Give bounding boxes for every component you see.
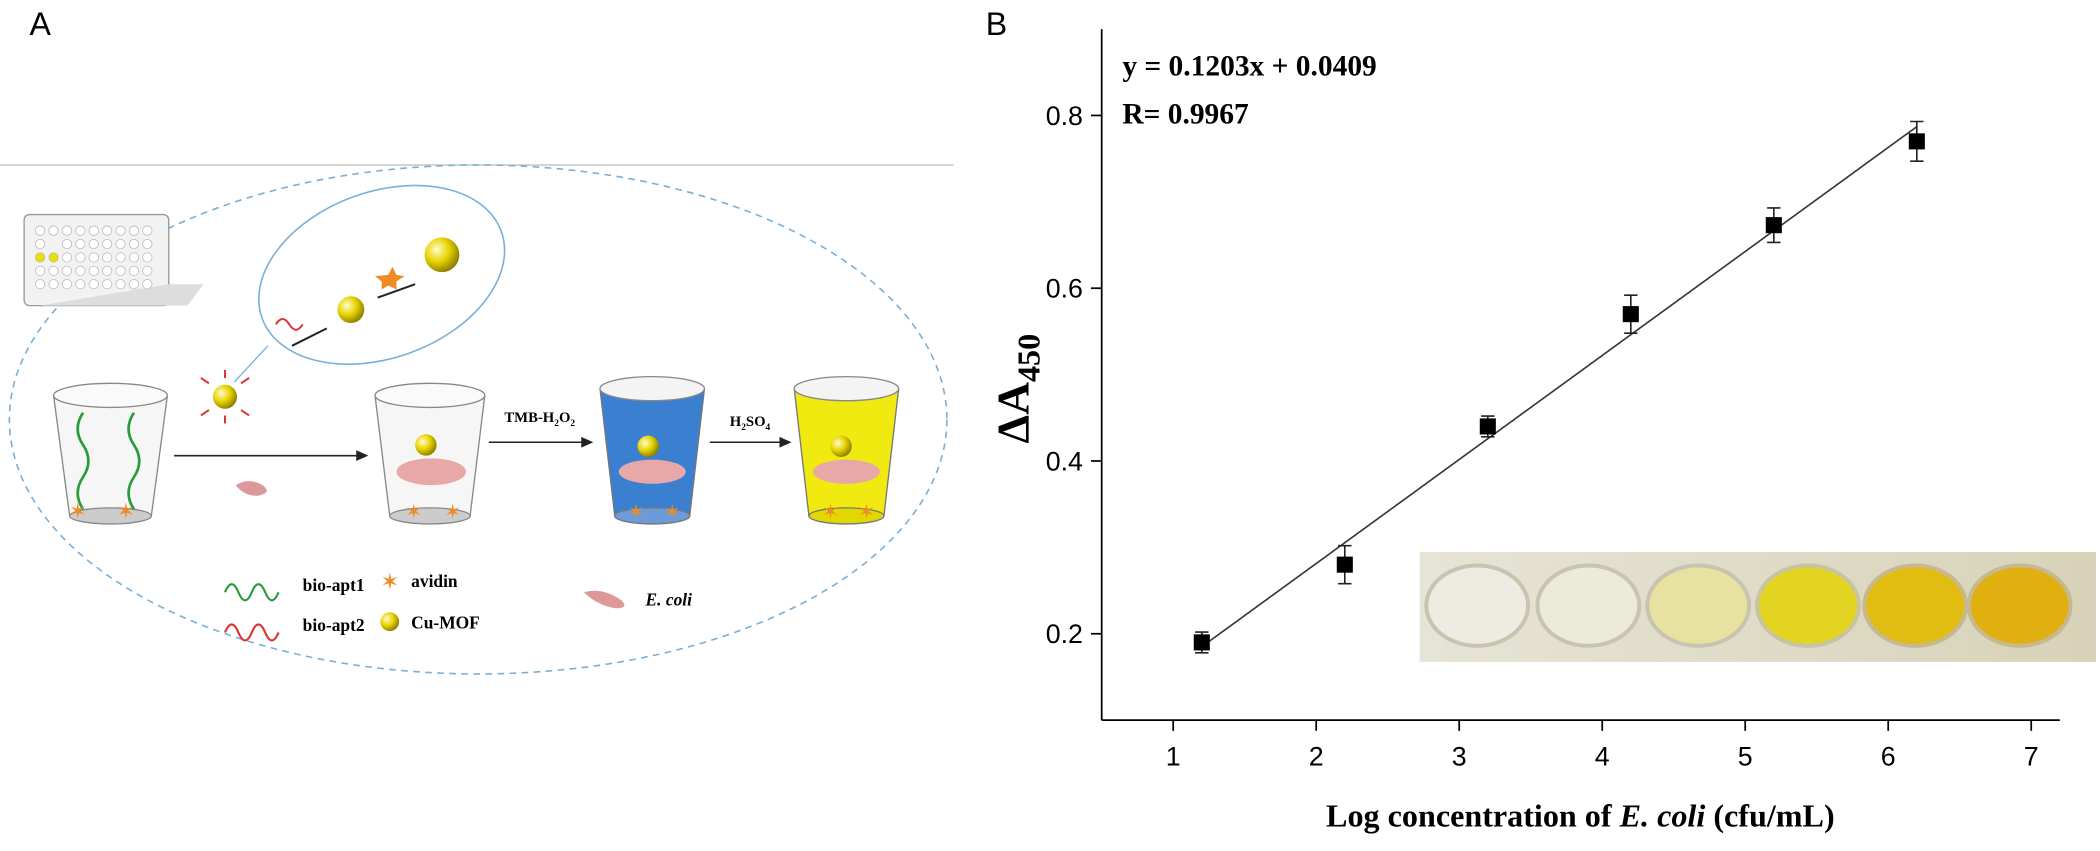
schematic: ✶ ✶ ✶ ✶ TMB-H2O2 ✶ ✶ H2SO4 ✶ bbox=[0, 164, 954, 675]
annotation: y = 0.1203x + 0.0409 bbox=[1122, 50, 1376, 82]
panel-label: A bbox=[29, 6, 51, 42]
x-tick-label: 6 bbox=[1881, 742, 1896, 772]
data-point bbox=[1765, 217, 1782, 234]
x-tick-label: 3 bbox=[1452, 742, 1467, 772]
svg-text:✶: ✶ bbox=[444, 502, 461, 524]
svg-text:✶: ✶ bbox=[628, 502, 645, 524]
fit-line bbox=[1201, 126, 1918, 648]
x-axis-label: Log concentration of E. coli (cfu/mL) bbox=[1326, 798, 1835, 834]
y-axis-label: ΔA450 bbox=[988, 334, 1047, 444]
panel-label: B bbox=[986, 6, 1007, 42]
step-label: H2SO4 bbox=[730, 414, 771, 433]
x-tick-label: 4 bbox=[1595, 742, 1610, 772]
svg-text:✶: ✶ bbox=[69, 500, 87, 524]
svg-text:✶: ✶ bbox=[664, 502, 681, 524]
x-tick-label: 1 bbox=[1166, 742, 1181, 772]
legend-label: E. coli bbox=[645, 590, 693, 610]
svg-text:✶: ✶ bbox=[380, 570, 399, 595]
data-point bbox=[1908, 133, 1925, 150]
x-tick-label: 5 bbox=[1738, 742, 1753, 772]
step-label: TMB-H2O2 bbox=[504, 410, 575, 429]
data-point bbox=[1479, 418, 1496, 435]
data-point bbox=[1193, 634, 1210, 651]
annotation: R= 0.9967 bbox=[1122, 98, 1248, 130]
y-tick-label: 0.8 bbox=[1046, 101, 1083, 131]
y-tick-label: 0.2 bbox=[1046, 619, 1083, 649]
legend-label: avidin bbox=[411, 571, 458, 591]
svg-text:✶: ✶ bbox=[405, 502, 422, 524]
legend-label: bio-apt1 bbox=[303, 575, 365, 595]
chart: 0.2 0.4 0.6 0.8 1 2 3 4 5 6 7 bbox=[1046, 29, 2060, 772]
x-tick-label: 2 bbox=[1309, 742, 1324, 772]
svg-text:✶: ✶ bbox=[117, 500, 135, 524]
data-point bbox=[1336, 556, 1353, 573]
legend-label: bio-apt2 bbox=[303, 615, 365, 635]
x-tick-label: 7 bbox=[2024, 742, 2039, 772]
data-point bbox=[1622, 306, 1639, 323]
inset-photo bbox=[1419, 552, 2096, 662]
svg-text:✶: ✶ bbox=[822, 502, 839, 524]
y-tick-label: 0.6 bbox=[1046, 274, 1083, 304]
legend-label: Cu-MOF bbox=[411, 612, 480, 632]
svg-text:✶: ✶ bbox=[858, 502, 875, 524]
y-tick-label: 0.4 bbox=[1046, 446, 1083, 476]
